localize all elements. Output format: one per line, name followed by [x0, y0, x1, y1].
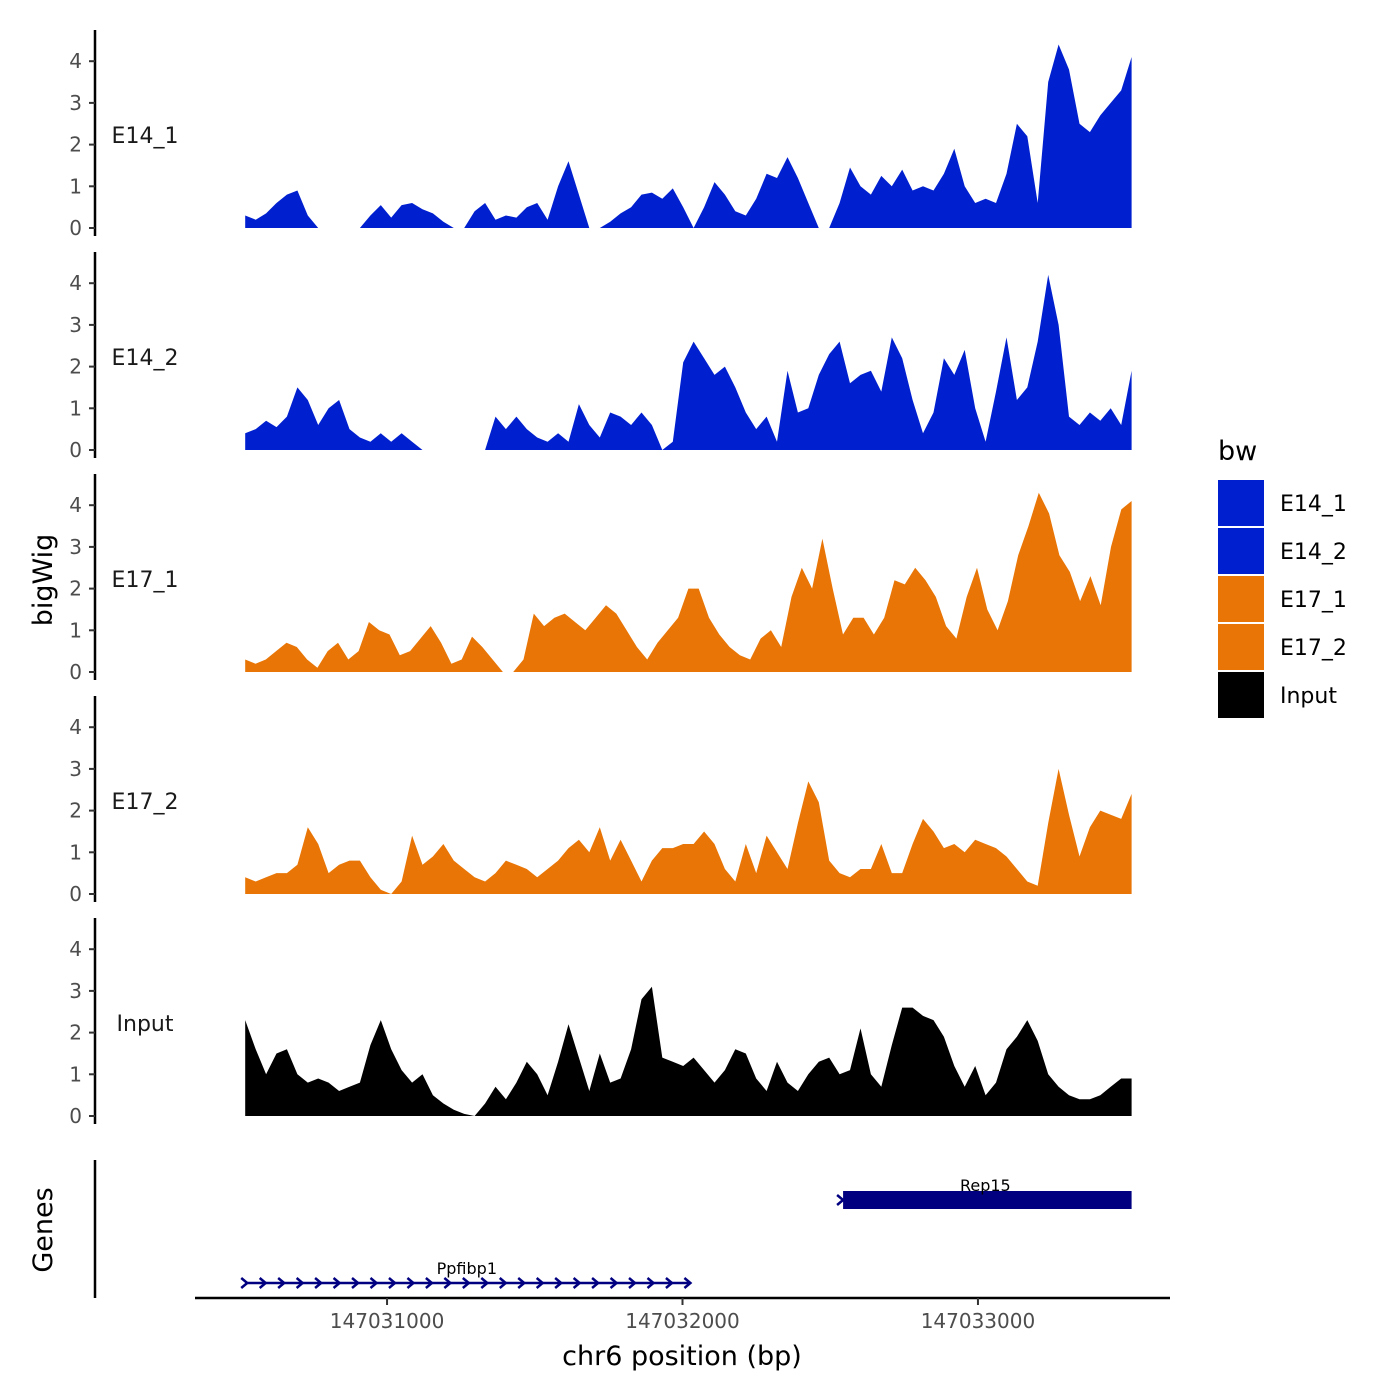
- gene-label: Rep15: [960, 1176, 1011, 1195]
- signal-area-e17-1: [245, 492, 1132, 672]
- track-label: E17_2: [112, 790, 179, 815]
- y-tick-label: 1: [69, 618, 82, 642]
- track-label: E14_2: [112, 346, 179, 371]
- y-tick-label: 3: [69, 757, 82, 781]
- strand-arrow: [498, 1277, 508, 1289]
- strand-arrow: [572, 1277, 582, 1289]
- gene-ppfibp1: Ppfibp1: [240, 1259, 693, 1289]
- track-panel-input: 0 1 2 3 4 Input: [69, 918, 1132, 1128]
- signal-area-input: [245, 986, 1132, 1116]
- y-tick-label: 2: [69, 577, 82, 601]
- track-label: Input: [117, 1012, 174, 1037]
- genes-track-title: Genes: [28, 1187, 59, 1272]
- y-axis-title: bigWig: [28, 534, 59, 627]
- y-tick-label: 3: [69, 535, 82, 559]
- legend-label: E17_2: [1280, 636, 1347, 661]
- track-label: E14_1: [112, 124, 179, 149]
- track-panels: 0 1 2 3 4 E14_1 0 1 2 3 4 E14_2 0 1 2 3 4 E17_1 0 1 2 3 4 E17_2…: [69, 30, 1132, 1128]
- y-tick-label: 0: [69, 882, 82, 906]
- track-panel-e14-1: 0 1 2 3 4 E14_1: [69, 30, 1132, 240]
- strand-arrow: [443, 1277, 453, 1289]
- legend-item-e17-1: E17_1: [1218, 576, 1347, 622]
- y-tick-label: 1: [69, 396, 82, 420]
- y-tick-label: 3: [69, 313, 82, 337]
- legend-swatch: [1218, 672, 1264, 718]
- y-tick-label: 4: [69, 937, 82, 961]
- legend-label: E14_1: [1280, 492, 1347, 517]
- strand-arrow: [591, 1277, 601, 1289]
- strand-arrow: [388, 1277, 397, 1289]
- gene-rep15: Rep15: [836, 1176, 1132, 1209]
- y-tick-label: 3: [69, 979, 82, 1003]
- y-tick-label: 4: [69, 271, 82, 295]
- track-panel-e14-2: 0 1 2 3 4 E14_2: [69, 252, 1132, 462]
- legend: bw E14_1 E14_2 E17_1 E17_2 Input: [1218, 436, 1347, 718]
- legend-label: E17_1: [1280, 588, 1347, 613]
- strand-arrow: [351, 1277, 360, 1289]
- strand-arrow: [554, 1277, 564, 1289]
- signal-area-e17-2: [245, 768, 1132, 894]
- y-tick-label: 3: [69, 91, 82, 115]
- strand-arrow: [425, 1277, 434, 1289]
- legend-swatch: [1218, 480, 1264, 526]
- strand-arrow: [277, 1277, 287, 1289]
- signal-area-e14-2: [245, 274, 1132, 450]
- x-tick-label: 147031000: [330, 1309, 445, 1333]
- y-tick-label: 4: [69, 493, 82, 517]
- strand-arrow: [240, 1277, 250, 1289]
- x-axis-title: chr6 position (bp): [562, 1341, 802, 1372]
- y-tick-label: 0: [69, 660, 82, 684]
- track-panel-e17-2: 0 1 2 3 4 E17_2: [69, 696, 1132, 906]
- strand-arrow: [462, 1277, 471, 1289]
- y-tick-label: 1: [69, 840, 82, 864]
- legend-swatch: [1218, 576, 1264, 622]
- legend-label: Input: [1280, 684, 1337, 709]
- legend-item-e17-2: E17_2: [1218, 624, 1347, 670]
- y-tick-label: 1: [69, 174, 82, 198]
- strand-arrow: [517, 1277, 527, 1289]
- strand-arrow: [665, 1277, 674, 1289]
- y-tick-label: 0: [69, 438, 82, 462]
- legend-item-e14-1: E14_1: [1218, 480, 1347, 526]
- y-tick-label: 2: [69, 355, 82, 379]
- y-tick-label: 4: [69, 715, 82, 739]
- strand-arrow: [480, 1277, 490, 1289]
- legend-item-e14-2: E14_2: [1218, 528, 1347, 574]
- signal-area-e14-1: [245, 44, 1132, 228]
- y-tick-label: 2: [69, 799, 82, 823]
- y-tick-label: 2: [69, 133, 82, 157]
- strand-arrow: [628, 1277, 637, 1289]
- x-tick-label: 147032000: [625, 1309, 740, 1333]
- track-label: E17_1: [112, 568, 179, 593]
- genes-track: Ppfibp1 Rep15: [93, 1160, 1132, 1298]
- strand-arrow: [609, 1277, 619, 1289]
- strand-arrow: [406, 1277, 416, 1289]
- strand-arrow: [646, 1277, 656, 1289]
- strand-arrow: [369, 1277, 379, 1289]
- y-tick-label: 0: [69, 216, 82, 240]
- gene-label: Ppfibp1: [437, 1259, 497, 1278]
- x-axis: 147031000 147032000 147033000: [195, 1296, 1170, 1333]
- track-panel-e17-1: 0 1 2 3 4 E17_1: [69, 474, 1132, 684]
- legend-title: bw: [1218, 436, 1257, 467]
- legend-label: E14_2: [1280, 540, 1347, 565]
- strand-arrow: [683, 1277, 693, 1289]
- legend-swatch: [1218, 624, 1264, 670]
- strand-arrow: [314, 1277, 324, 1289]
- legend-swatch: [1218, 528, 1264, 574]
- strand-arrow: [836, 1194, 846, 1206]
- strand-arrow: [332, 1277, 342, 1289]
- gene-exon: [843, 1191, 1132, 1209]
- y-tick-label: 0: [69, 1104, 82, 1128]
- strand-arrow: [258, 1277, 268, 1289]
- y-tick-label: 1: [69, 1062, 82, 1086]
- strand-arrow: [535, 1277, 545, 1289]
- x-tick-label: 147033000: [921, 1309, 1036, 1333]
- legend-item-input: Input: [1218, 672, 1337, 718]
- y-tick-label: 2: [69, 1021, 82, 1045]
- y-tick-label: 4: [69, 49, 82, 73]
- strand-arrow: [295, 1277, 305, 1289]
